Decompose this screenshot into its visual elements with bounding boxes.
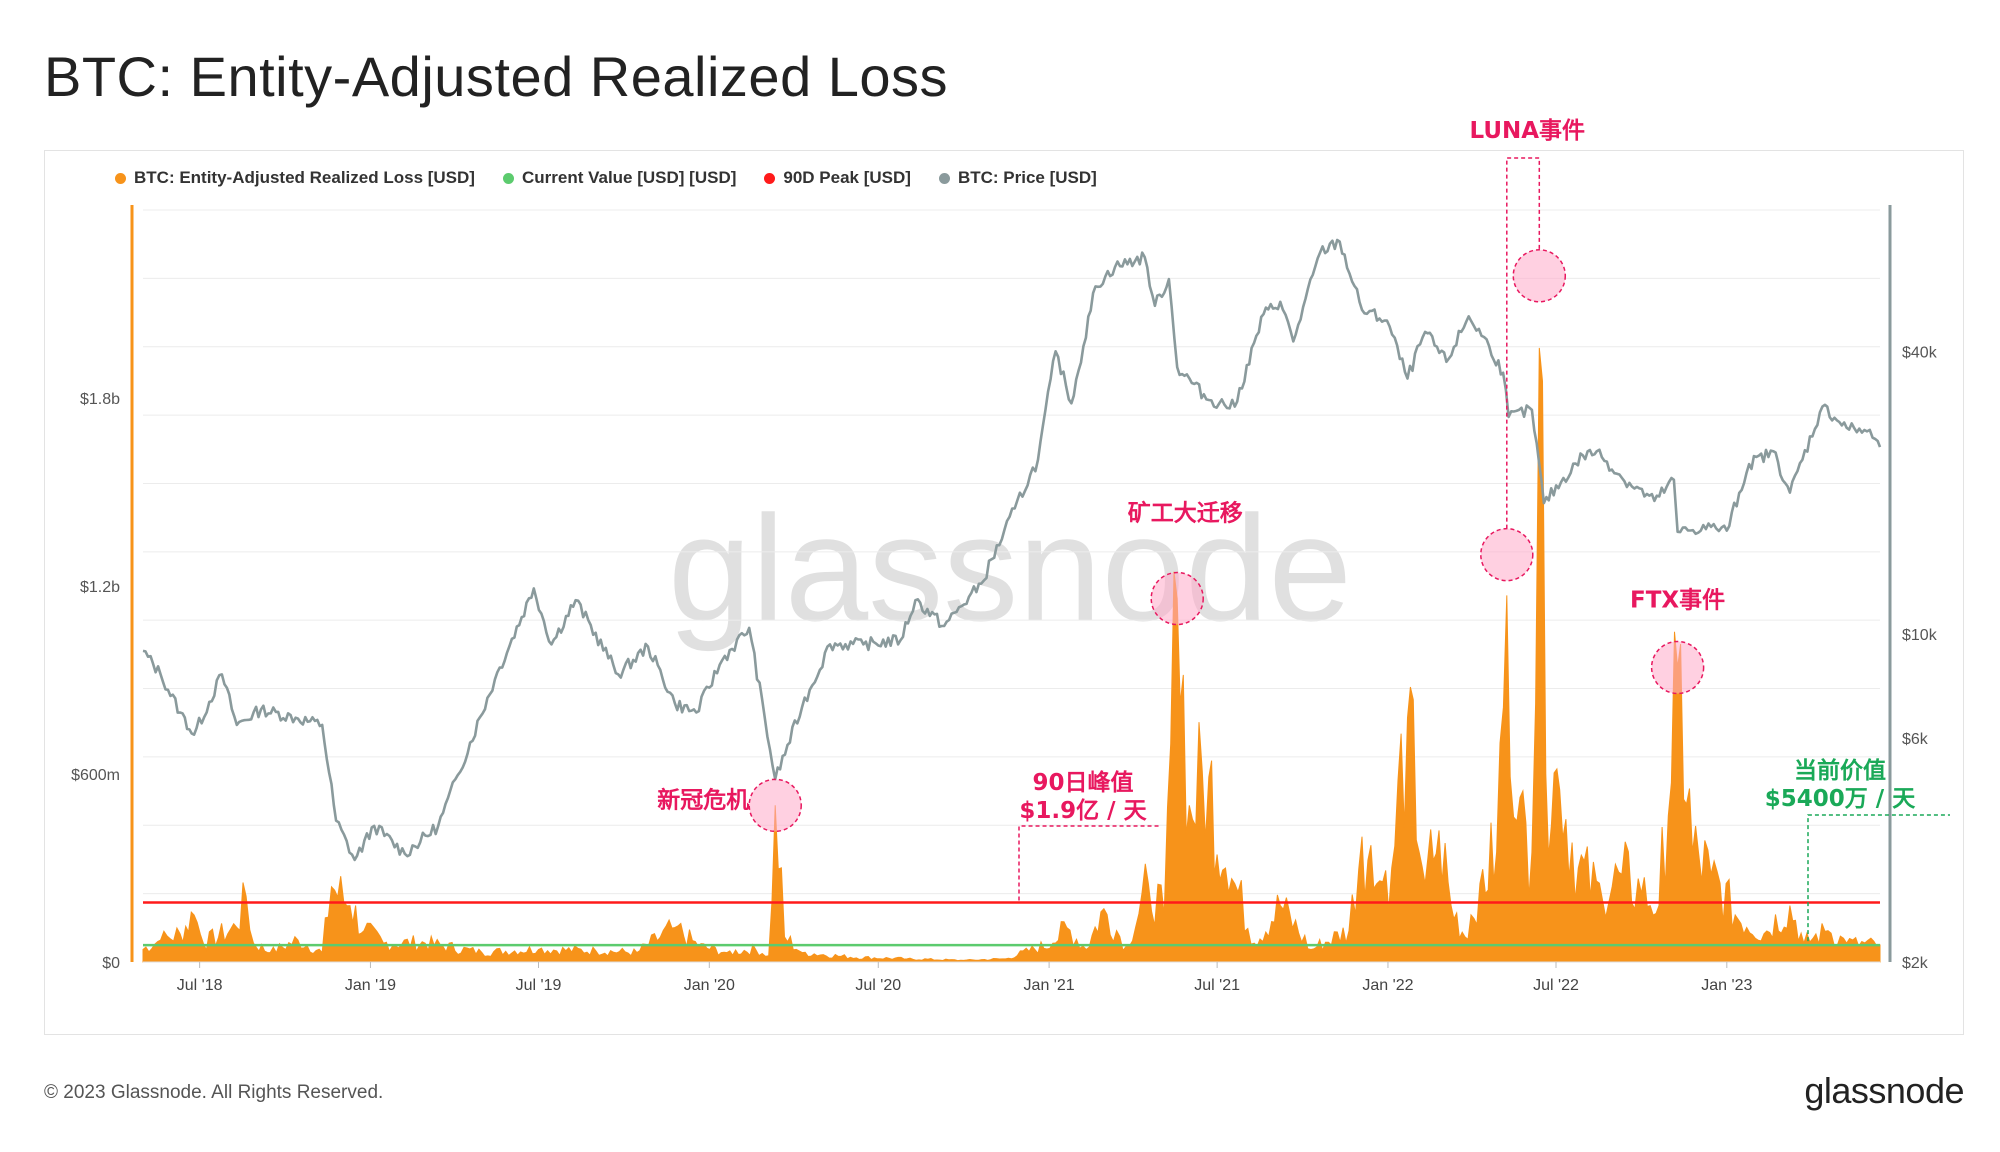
annotations: 新冠危机 矿工大迁移 FTX事件 LUNA事件 90日峰值$1.9亿 / 天 当前价值$5… bbox=[657, 118, 1950, 942]
annotation-label-luna: LUNA事件 bbox=[1470, 118, 1586, 144]
peak-note-bracket bbox=[1018, 825, 1160, 901]
y-left-tick-label: $0 bbox=[102, 955, 120, 972]
legend-label-price: BTC: Price [USD] bbox=[957, 168, 1097, 187]
loss-area bbox=[142, 347, 1881, 963]
current-note-line2: $5400万 / 天 bbox=[1765, 786, 1916, 812]
x-tick-label: Jul '22 bbox=[1533, 977, 1579, 994]
annotation-circle-covid bbox=[748, 778, 802, 833]
annotation-circle-ftx bbox=[1650, 640, 1705, 695]
legend-dot-loss bbox=[115, 172, 126, 184]
annotation-bracket-luna bbox=[1506, 157, 1541, 529]
x-tick-label: Jul '19 bbox=[516, 977, 562, 994]
annotation-circle-luna2 bbox=[1480, 527, 1534, 582]
current-note-line1: 当前价值 bbox=[1794, 757, 1886, 784]
footer-copyright: © 2023 Glassnode. All Rights Reserved. bbox=[44, 1082, 384, 1103]
x-tick-label: Jul '20 bbox=[855, 977, 901, 994]
y-right-tick-label: $6k bbox=[1902, 731, 1929, 748]
y-left-tick-label: $600m bbox=[71, 767, 120, 784]
legend-dot-current bbox=[502, 172, 514, 184]
legend-item-current[interactable]: Current Value [USD] [USD] bbox=[502, 168, 737, 188]
legend-dot-peak bbox=[764, 172, 776, 184]
annotation-circle-luna bbox=[1512, 249, 1567, 303]
annotation-label-ftx: FTX事件 bbox=[1630, 587, 1725, 613]
annotation-circle-miner bbox=[1150, 571, 1204, 626]
y-right-tick-label: $10k bbox=[1902, 627, 1938, 644]
axes: $0 $600m $1.2b $1.8b $2k $6k $10k $40k Jul '18 Ja… bbox=[71, 205, 1938, 994]
x-tick-label: Jan '20 bbox=[684, 977, 735, 994]
x-tick-label: Jan '23 bbox=[1701, 977, 1752, 994]
price-line bbox=[142, 238, 1882, 862]
x-tick-label: Jan '19 bbox=[345, 977, 396, 994]
glassnode-logo: glassnode bbox=[1804, 1070, 1964, 1111]
y-left-tick-label: $1.2b bbox=[80, 579, 120, 596]
legend-item-peak[interactable]: 90D Peak [USD] bbox=[764, 168, 911, 188]
reference-lines bbox=[143, 901, 1880, 947]
legend-item-price[interactable]: BTC: Price [USD] bbox=[938, 168, 1097, 188]
loss-area-layer bbox=[142, 347, 1881, 963]
legend: BTC: Entity-Adjusted Realized Loss [USD]… bbox=[115, 168, 1097, 188]
legend-label-loss: BTC: Entity-Adjusted Realized Loss [USD] bbox=[134, 168, 475, 187]
price-line-layer bbox=[142, 238, 1882, 862]
x-tick-label: Jul '21 bbox=[1194, 977, 1240, 994]
legend-label-current: Current Value [USD] [USD] bbox=[521, 168, 737, 187]
annotation-label-miner: 矿工大迁移 bbox=[1128, 500, 1243, 527]
legend-dot-price bbox=[938, 172, 950, 184]
legend-label-peak: 90D Peak [USD] bbox=[783, 168, 911, 187]
x-tick-label: Jan '22 bbox=[1362, 977, 1413, 994]
y-left-tick-label: $1.8b bbox=[80, 391, 120, 408]
annotation-label-covid: 新冠危机 bbox=[657, 786, 749, 813]
x-tick-label: Jan '21 bbox=[1024, 977, 1075, 994]
y-right-tick-label: $2k bbox=[1902, 955, 1929, 972]
peak-note-line1: 90日峰值 bbox=[1032, 769, 1133, 796]
chart-title: BTC: Entity-Adjusted Realized Loss bbox=[44, 45, 949, 108]
peak-note-line2: $1.9亿 / 天 bbox=[1019, 798, 1147, 824]
y-right-tick-label: $40k bbox=[1902, 344, 1938, 361]
legend-item-loss[interactable]: BTC: Entity-Adjusted Realized Loss [USD] bbox=[115, 168, 475, 188]
grid bbox=[143, 209, 1880, 963]
watermark: glassnode bbox=[668, 484, 1352, 652]
current-note-bracket bbox=[1807, 814, 1950, 942]
chart-frame bbox=[44, 150, 1964, 1035]
x-tick-label: Jul '18 bbox=[177, 977, 223, 994]
